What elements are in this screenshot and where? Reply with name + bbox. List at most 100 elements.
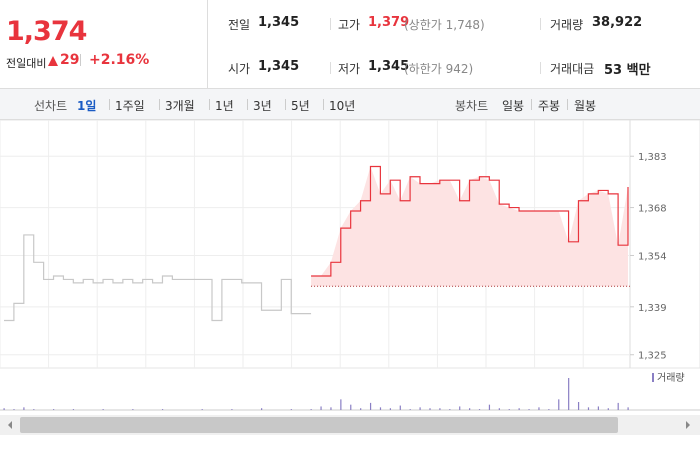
volume-bar: [399, 405, 401, 410]
tab-sep: [323, 99, 324, 110]
volume-bar: [577, 402, 580, 410]
range-tab[interactable]: 1년: [215, 99, 234, 113]
summary: 1,374 전일대비 29 +2.16% 전일 1,345 고가 1,379 (상한가 …: [0, 0, 700, 89]
volume-bar: [459, 406, 461, 410]
volume-bar: [201, 409, 203, 410]
volume-bar: [72, 409, 75, 410]
stat-note: (상한가 1,748): [404, 18, 485, 32]
stat-value: 1,345: [258, 59, 300, 74]
stat-value: 1,345: [258, 15, 300, 30]
volume-bar: [597, 406, 599, 410]
volume-bar: [261, 408, 263, 410]
candle-tab[interactable]: 일봉: [502, 99, 525, 113]
volume-bar: [409, 409, 411, 410]
scroll-right: [686, 421, 690, 429]
stat-label: 거래량: [550, 18, 584, 32]
range-tab[interactable]: 5년: [291, 99, 310, 113]
stat-value: 38,922: [592, 15, 643, 30]
volume-bar: [429, 408, 431, 410]
volume-bar: [23, 407, 25, 410]
y-tick-label: 1,354: [638, 251, 667, 262]
volume-bar: [518, 408, 520, 410]
price-line: [311, 165, 629, 277]
y-tick-label: 1,325: [638, 351, 667, 362]
y-tick-label: 1,383: [638, 152, 667, 163]
price: 1,374: [6, 16, 87, 47]
volume-bar: [627, 407, 629, 410]
divider: [330, 18, 331, 30]
change-rate: +2.16%: [89, 52, 150, 68]
volume-bar: [587, 407, 590, 410]
tab-sep: [159, 99, 160, 110]
tab-sep: [567, 99, 568, 110]
volume-bar: [330, 407, 332, 410]
area: [311, 166, 628, 287]
volume-bar: [3, 408, 5, 410]
range-tab[interactable]: 3년: [253, 99, 272, 113]
volume-bar: [528, 409, 530, 410]
stat-note: (하한가 942): [404, 62, 474, 76]
volume-bar: [508, 409, 510, 410]
volume-bar: [389, 408, 391, 410]
chart: 1,325 1,339 1,354 1,368 1,383 거래량: [0, 120, 700, 435]
stat-value: 53 백만: [604, 63, 651, 78]
volume-bar: [320, 406, 322, 410]
tab-sep: [209, 99, 210, 110]
volume-bar: [449, 409, 451, 410]
stat-label: 고가: [338, 18, 361, 32]
vol-legend: 거래량: [657, 372, 685, 384]
volume-bar: [360, 408, 362, 410]
price-line: [4, 234, 312, 322]
volume-bar: [350, 404, 352, 410]
volume-bar: [290, 409, 292, 410]
y-tick-label: 1,368: [638, 204, 667, 215]
stat-value: 1,345: [368, 59, 410, 74]
change-label: 전일대비: [6, 57, 47, 70]
volume-bar: [617, 402, 619, 410]
tab-sep: [109, 99, 110, 110]
tab-group-label: 선차트: [34, 99, 68, 113]
up-icon: [48, 56, 58, 66]
volume-bar: [558, 399, 560, 410]
candle-tab[interactable]: 월봉: [574, 99, 597, 113]
range-tab[interactable]: 1주일: [115, 99, 145, 113]
volume-bar: [33, 409, 35, 410]
stat-label: 전일: [228, 18, 251, 32]
volume-bar: [469, 408, 471, 410]
scroll-left: [8, 421, 12, 429]
volume-bar: [13, 409, 15, 410]
change: 29: [60, 52, 80, 68]
volume-bar: [439, 408, 441, 410]
stat-value: 1,379: [368, 15, 410, 30]
volume-bar: [498, 408, 500, 410]
y-tick-label: 1,339: [638, 303, 667, 314]
volume-bar: [102, 409, 104, 410]
range-tab[interactable]: 3개월: [165, 99, 195, 113]
volume-bar: [310, 409, 312, 410]
range-tab[interactable]: 10년: [329, 99, 356, 113]
volume-bar: [568, 378, 570, 410]
divider: [540, 18, 541, 30]
volume-bar: [161, 409, 164, 410]
volume-bar: [419, 407, 421, 410]
divider: [330, 62, 331, 74]
stat-label: 거래대금: [550, 62, 595, 76]
volume-bar: [478, 409, 481, 410]
stat-label: 저가: [338, 62, 361, 76]
stat-label: 시가: [228, 62, 251, 76]
volume-bar: [340, 399, 342, 410]
tab-bar: 선차트 1일 1주일 3개월 1년 3년 5년 10년 봉차트 일봉 주봉 월봉: [0, 89, 700, 120]
tab-sep: [247, 99, 248, 110]
tab-sep: [531, 99, 532, 110]
volume-bar: [488, 404, 491, 410]
tab-sep: [285, 99, 286, 110]
volume-bar: [231, 409, 233, 410]
candle-tab[interactable]: 주봉: [538, 99, 561, 113]
scroll-thumb[interactable]: [20, 417, 618, 433]
range-tab[interactable]: 1일: [77, 99, 97, 113]
tab-group-label: 봉차트: [455, 99, 489, 113]
divider: [540, 62, 541, 74]
volume-bar: [379, 407, 382, 410]
volume-bar: [53, 409, 55, 410]
